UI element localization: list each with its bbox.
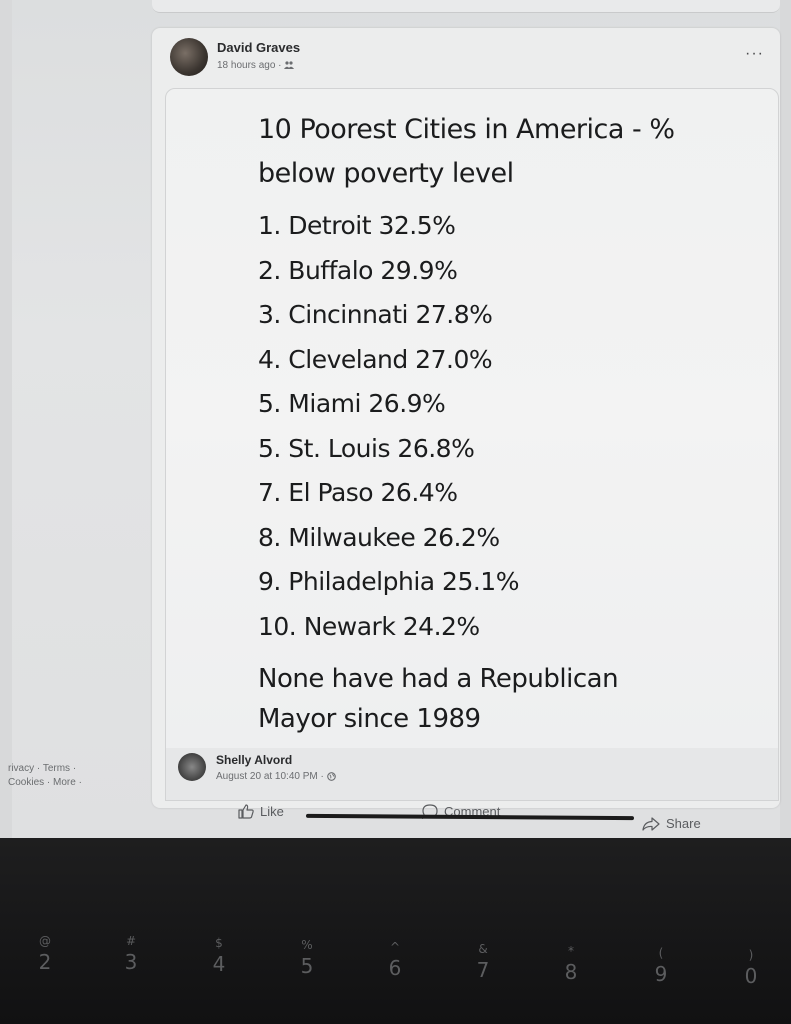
list-item: 1. Detroit 32.5% — [258, 211, 456, 240]
key-main-symbol: 6 — [388, 956, 402, 980]
post-timestamp[interactable]: 18 hours ago · — [217, 60, 295, 71]
footnote-line-2: Mayor since 1989 — [258, 704, 481, 734]
shared-post-author[interactable]: Shelly Alvord — [216, 753, 293, 767]
key-main-symbol: 5 — [300, 954, 314, 978]
key-shift-symbol: ) — [748, 948, 754, 962]
key-main-symbol: 9 — [654, 962, 668, 986]
share-label: Share — [666, 816, 701, 831]
list-item: 5. St. Louis 26.8% — [258, 433, 475, 463]
shared-post-content: 10 Poorest Cities in America - % below p… — [258, 108, 728, 739]
list-item: 2. Buffalo 29.9% — [258, 255, 458, 285]
list-item: 5. Miami 26.9% — [258, 389, 446, 418]
keyboard-key: ^ 6 — [380, 940, 410, 980]
key-main-symbol: 3 — [124, 950, 138, 974]
like-button[interactable]: Like — [238, 804, 284, 819]
key-main-symbol: 8 — [564, 960, 578, 984]
key-main-symbol: 0 — [744, 964, 758, 988]
list-item: 3. Cincinnati 27.8% — [258, 300, 493, 329]
post-action-bar: Like Comment Share — [152, 804, 780, 834]
footer-links-line-2[interactable]: Cookies · More · — [8, 777, 82, 788]
headline-line-1: 10 Poorest Cities in America - % — [258, 114, 675, 145]
key-shift-symbol: @ — [39, 934, 51, 948]
like-label: Like — [260, 804, 284, 819]
keyboard-key: $ 4 — [204, 936, 234, 976]
shared-post-footer — [165, 748, 779, 801]
key-main-symbol: 2 — [38, 950, 52, 974]
footer-links-line-1[interactable]: rivacy · Terms · — [8, 763, 77, 774]
list-item: 7. El Paso 26.4% — [258, 478, 458, 507]
shared-footnote: None have had a Republican Mayor since 1… — [258, 659, 728, 739]
shared-timestamp-text[interactable]: August 20 at 10:40 PM — [216, 771, 318, 782]
footnote-line-1: None have had a Republican — [258, 664, 619, 694]
key-main-symbol: 4 — [212, 952, 226, 976]
share-icon — [642, 816, 660, 831]
key-shift-symbol: # — [125, 934, 137, 948]
laptop-keyboard: @ 2 # 3 $ 4 % 5 ^ 6 & 7 * 8 ( 9 ) 0 — [0, 838, 791, 1024]
keyboard-key: # 3 — [116, 934, 146, 974]
list-item: 8. Milwaukee 26.2% — [258, 522, 500, 552]
previous-post-card — [152, 0, 780, 13]
key-shift-symbol: % — [301, 938, 313, 952]
keyboard-key: ) 0 — [736, 948, 766, 988]
keyboard-key: @ 2 — [30, 934, 60, 974]
thumbs-up-icon — [238, 804, 254, 819]
shared-post-box[interactable] — [165, 88, 779, 750]
key-main-symbol: 7 — [476, 958, 490, 982]
post-timestamp-text[interactable]: 18 hours ago — [217, 60, 276, 71]
globe-icon — [326, 772, 336, 781]
keyboard-key: % 5 — [292, 938, 322, 978]
keyboard-key: ( 9 — [646, 946, 676, 986]
keyboard-key: * 8 — [556, 944, 586, 984]
more-options-icon[interactable]: ··· — [745, 45, 764, 62]
friends-icon — [284, 61, 295, 70]
key-shift-symbol: ^ — [389, 940, 401, 954]
separator-dot: · — [278, 60, 285, 71]
city-list: 1. Detroit 32.5% 2. Buffalo 29.9% 3. Cin… — [258, 204, 728, 649]
key-shift-symbol: $ — [215, 936, 223, 950]
share-button[interactable]: Share — [642, 816, 701, 831]
shared-post-timestamp[interactable]: August 20 at 10:40 PM · — [216, 771, 336, 782]
list-item: 9. Philadelphia 25.1% — [258, 567, 519, 596]
list-item: 10. Newark 24.2% — [258, 611, 480, 641]
post-author[interactable]: David Graves — [217, 40, 301, 55]
author-avatar[interactable] — [170, 38, 208, 76]
footer-links: rivacy · Terms · Cookies · More · — [8, 762, 82, 790]
key-shift-symbol: & — [478, 942, 488, 956]
key-shift-symbol: * — [568, 944, 574, 958]
keyboard-key: & 7 — [468, 942, 498, 982]
separator-dot: · — [320, 771, 327, 782]
key-shift-symbol: ( — [658, 946, 664, 960]
shared-author-avatar[interactable] — [178, 753, 206, 781]
list-item: 4. Cleveland 27.0% — [258, 344, 493, 374]
headline-line-2: below poverty level — [258, 158, 514, 189]
shared-headline: 10 Poorest Cities in America - % below p… — [258, 108, 728, 196]
